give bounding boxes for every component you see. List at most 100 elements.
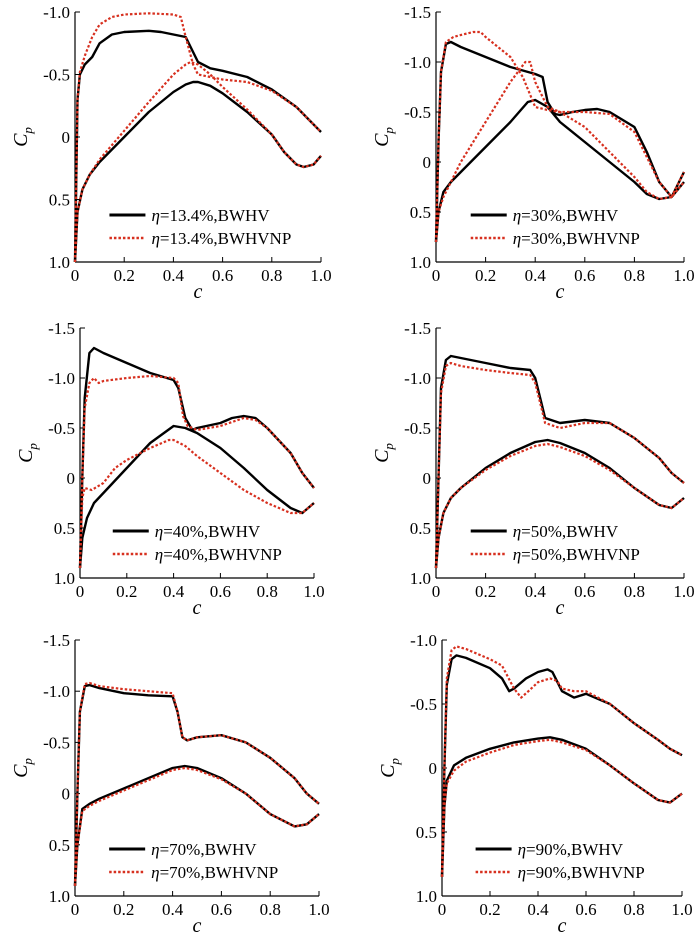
y-axis-subscript: p [387,758,402,766]
y-tick-label: 0 [67,469,76,488]
y-axis-subscript: p [381,443,396,451]
x-tick-label: 0.2 [114,266,135,285]
y-tick-label: -0.5 [410,695,437,714]
y-tick-label: 1.0 [410,253,431,272]
series-line-bwhvnp-upper [434,30,685,243]
y-tick-label: -1.5 [404,319,431,338]
x-tick-label: 0.4 [163,266,185,285]
y-tick-label: -1.5 [48,319,75,338]
y-tick-label: 0 [423,153,432,172]
legend-label-bwhvnp: η=90%,BWHVNP [518,863,645,882]
chart-panel-3: 0 0.2 0.4 0.6 0.8 1.0 -1.5 -1.0 -0.5 0 0.5 1.0 c Cp η=… [15,319,325,619]
legend-eta-symbol: η [518,863,526,882]
y-tick-label: 0.5 [49,191,70,210]
x-tick-label: 0.2 [116,582,137,601]
chart-panel-1: 0 0.2 0.4 0.6 0.8 1.0 -1.0 -0.5 0 0.5 1.0 c Cp η=13.4… [10,3,332,303]
y-tick-label: 0 [423,469,432,488]
series-line-bwhvnp-lower [434,442,685,569]
series-line-bwhvnp-lower [73,766,320,886]
legend-label-text: =70%,BWHV [160,840,258,859]
y-tick-label: -0.5 [43,733,70,752]
legend-label-text: =13.4%,BWHVNP [160,229,291,248]
legend-label-text: =30%,BWHVNP [521,229,640,248]
x-tick-label: 0.4 [163,582,185,601]
legend-label-text: =50%,BWHV [521,522,619,541]
y-tick-label: -1.0 [410,631,437,650]
legend-label-bwhvnp: η=13.4%,BWHVNP [151,229,291,248]
y-tick-label: -1.5 [404,3,431,22]
series-line-bwhvnp-upper [434,361,685,569]
series-line-bwhvnp-lower [434,60,685,243]
chart-panel-6: 0 0.2 0.4 0.6 0.8 1.0 -1.0 -0.5 0 0.5 1.0 c Cp η=90%,… [377,631,693,935]
legend-label-bwhv: η=13.4%,BWHV [151,206,270,225]
x-tick-label: 0.4 [162,900,184,919]
x-axis-title: c [193,597,202,619]
x-tick-label: 0.8 [623,900,644,919]
y-axis-title: Cp [10,127,35,147]
y-axis-title: Cp [377,758,402,778]
chart-panel-2: 0 0.2 0.4 0.6 0.8 1.0 -1.5 -1.0 -0.5 0 0.5 1.0 c Cp η=… [371,3,695,303]
x-axis-title: c [193,915,202,935]
x-tick-label: 0.8 [261,266,282,285]
x-tick-label: 0.6 [575,900,596,919]
x-tick-label: 0.4 [525,582,547,601]
x-tick-label: 0.6 [211,900,232,919]
x-tick-label: 0.6 [212,266,233,285]
y-tick-label: -1.5 [43,631,70,650]
x-tick-label: 0 [71,266,80,285]
x-axis-title: c [558,915,567,935]
y-tick-label: -0.5 [48,419,75,438]
legend-label-text: =30%,BWHV [521,206,619,225]
y-tick-label: 1.0 [49,887,70,906]
series-line-bwhv-upper [73,29,322,263]
legend-eta-symbol: η [151,840,159,859]
legend-label-bwhv: η=40%,BWHV [155,522,261,541]
legend-eta-symbol: η [151,229,159,248]
x-tick-label: 1.0 [308,900,329,919]
x-tick-label: 0.2 [475,582,496,601]
x-tick-label: 0 [438,900,447,919]
x-tick-label: 0.8 [257,582,278,601]
legend-eta-symbol: η [513,229,521,248]
x-tick-label: 0.8 [624,266,645,285]
y-tick-label: -1.0 [404,369,431,388]
legend-eta-symbol: η [151,206,159,225]
legend-label-bwhv: η=70%,BWHV [151,840,257,859]
legend-eta-symbol: η [513,545,521,564]
x-tick-label: 1.0 [671,900,692,919]
chart-panel-4: 0 0.2 0.4 0.6 0.8 1.0 -1.5 -1.0 -0.5 0 0.5 1.0 c Cp η=… [371,319,695,619]
y-tick-label: 1.0 [410,569,431,588]
x-tick-label: 0.8 [624,582,645,601]
y-tick-label: -1.0 [43,682,70,701]
y-axis-title: Cp [371,443,396,463]
x-tick-label: 0.2 [475,266,496,285]
legend-label-bwhvnp: η=70%,BWHVNP [151,863,278,882]
y-tick-label: 0 [62,128,71,147]
x-tick-label: 0.8 [260,900,281,919]
series-line-bwhvnp-upper [73,12,322,263]
x-tick-label: 1.0 [303,582,324,601]
y-axis-subscript: p [381,127,396,135]
y-tick-label: 0.5 [410,519,431,538]
y-tick-label: 1.0 [54,569,75,588]
legend-eta-symbol: η [513,206,521,225]
legend-label-text: =40%,BWHV [163,522,261,541]
series-line-bwhvnp-lower [440,738,683,877]
x-tick-label: 0.4 [525,266,547,285]
y-tick-label: -0.5 [404,103,431,122]
legend-eta-symbol: η [155,545,163,564]
y-tick-label: 0.5 [54,519,75,538]
y-tick-label: 0.5 [410,203,431,222]
x-axis-title: c [556,597,565,619]
y-axis-title: Cp [10,758,35,778]
x-tick-label: 0.2 [479,900,500,919]
x-tick-label: 0.2 [113,900,134,919]
legend-label-bwhvnp: η=40%,BWHVNP [155,545,282,564]
x-tick-label: 0.6 [574,582,595,601]
legend-label-bwhv: η=50%,BWHV [513,522,619,541]
y-tick-label: 1.0 [416,887,437,906]
y-axis-title: Cp [371,127,396,147]
x-tick-label: 0 [432,582,441,601]
legend-label-bwhvnp: η=50%,BWHVNP [513,545,640,564]
